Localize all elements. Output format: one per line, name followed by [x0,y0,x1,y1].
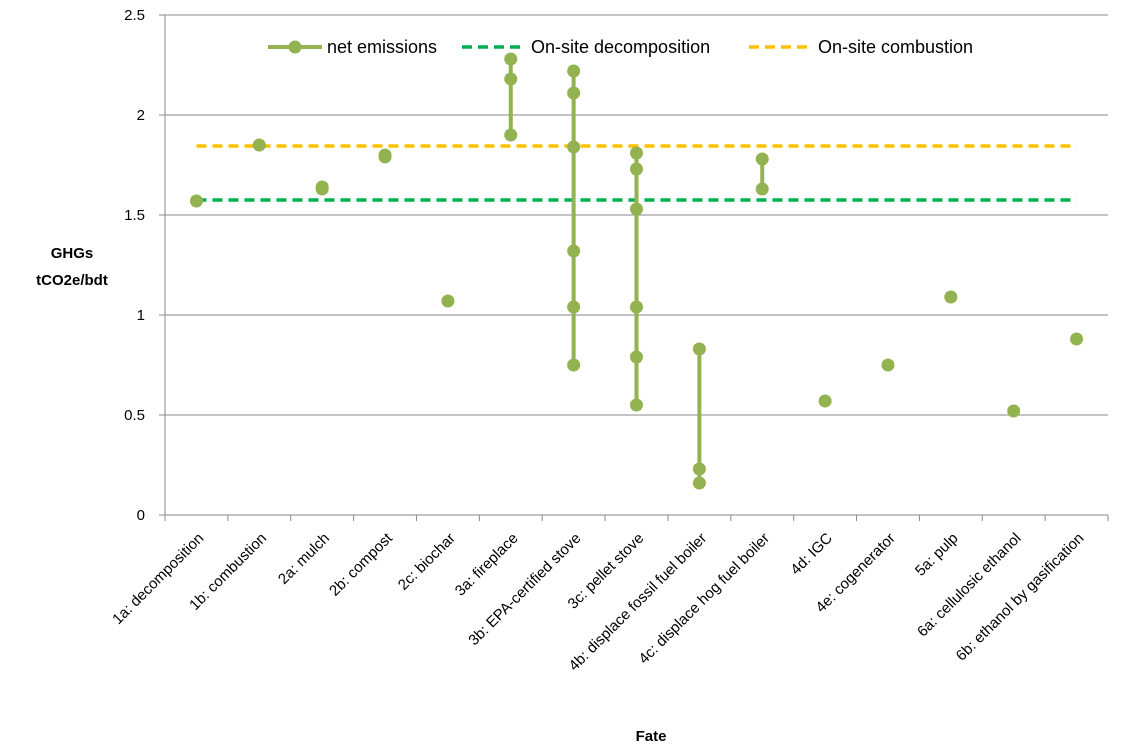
data-point [630,202,643,216]
data-point [441,294,455,308]
y-tick-label: 2 [137,107,145,124]
data-point [252,138,266,152]
legend-marker-net-emissions [288,40,302,54]
x-tick-label: 6b: ethanol by gasification [953,530,1088,665]
data-point [315,180,329,194]
data-point [692,342,706,356]
x-tick-label: 4c: displace hog fuel boiler [635,530,773,668]
y-tick-label: 2.5 [124,7,145,24]
data-point [630,350,643,364]
y-tick-label: 1.5 [124,207,145,224]
x-tick-label: 1a: decomposition [109,530,207,628]
x-tick-label: 2c: biochar [395,530,459,594]
data-point [630,162,643,176]
x-tick-label: 4d: IGC [787,530,836,579]
data-point [630,300,643,314]
legend-label: On-site decomposition [531,37,710,57]
data-point [567,358,581,372]
legend: net emissions On-site decomposition On-sit… [268,37,973,57]
x-axis-title: Fate [636,728,667,745]
data-point [755,152,769,166]
data-point [630,398,643,412]
data-point [567,86,581,100]
x-tick-label: 6a: cellulosic ethanol [914,530,1024,640]
y-tick-label: 1 [137,307,145,324]
data-point [567,244,581,258]
data-point [378,148,392,162]
x-tick-label: 2b: compost [326,529,396,599]
data-point [818,394,832,408]
y-tick-label: 0.5 [124,407,145,424]
data-point [189,194,203,208]
data-point [630,146,643,160]
data-point [1070,332,1084,346]
y-axis-title-line-2: tCO2e/bdt [36,272,108,289]
legend-label: On-site combustion [818,37,973,57]
y-tick-label: 0 [137,507,145,524]
x-tick-label: 2a: mulch [275,530,333,588]
x-tick-label: 3b: EPA-certified stove [465,530,584,649]
data-point [504,128,518,142]
data-point [692,476,706,490]
data-point [567,140,581,154]
legend-label: net emissions [327,37,437,57]
data-point [504,72,518,86]
data-point [944,290,958,304]
net-emissions-series [189,52,1084,490]
data-point [567,64,581,78]
data-point [504,52,518,66]
y-axis-title-line-1: GHGs [51,245,94,262]
x-tick-label: 3a: fireplace [452,530,522,600]
x-tick-label: 5a: pulp [912,530,962,580]
data-point [692,462,706,476]
data-point [1007,404,1021,418]
data-point [881,358,895,372]
axes [159,14,1109,521]
y-tick-labels: 0 0.5 1 1.5 2 2.5 [124,7,145,524]
data-point [755,182,769,196]
data-point [567,300,581,314]
